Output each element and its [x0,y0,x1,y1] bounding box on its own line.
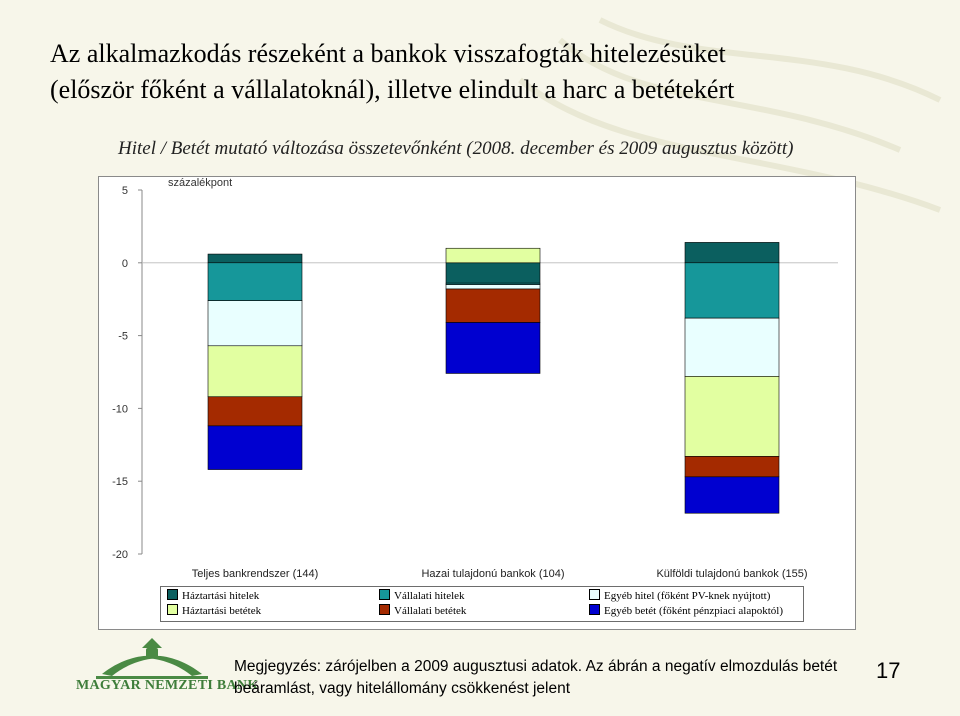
footnote-line-2: beáramlást, vagy hitelállomány csökkenés… [234,680,571,697]
bar-segment [445,322,541,374]
bar-segment [684,456,780,478]
y-tick-label: -20 [112,549,128,561]
legend-label: Háztartási betétek [182,605,262,617]
bar-segment [445,247,541,264]
legend-item: Egyéb hitel (főként PV-knek nyújtott) [589,589,770,603]
legend-swatch [167,604,178,615]
legend-item: Háztartási betétek [167,604,261,618]
bar-segment [684,317,780,377]
footnote: Megjegyzés: zárójelben a 2009 augusztusi… [234,656,874,700]
legend-item: Egyéb betét (főként pénzpiaci alapoktól) [589,604,783,618]
slide-title: Az alkalmazkodás részeként a bankok viss… [50,36,930,108]
bar-segment [684,476,780,514]
footnote-line-1: Megjegyzés: zárójelben a 2009 augusztusi… [234,658,838,675]
legend-swatch [379,604,390,615]
legend-label: Egyéb hitel (főként PV-knek nyújtott) [604,590,771,602]
legend-label: Vállalati betétek [394,605,467,617]
legend-swatch [589,604,600,615]
y-tick-label: 0 [122,258,128,270]
bar-segment [684,376,780,457]
bar-segment [207,396,303,427]
y-axis-label: százalékpont [168,177,232,189]
legend-swatch [589,589,600,600]
bar-segment [207,300,303,347]
category-label: Teljes bankrendszer (144) [192,568,319,580]
title-line-2: (először főként a vállalatoknál), illetv… [50,75,735,104]
bar-segment [445,262,541,284]
bank-logo-text: MAGYAR NEMZETI BANK [76,678,259,693]
bar-segment [684,242,780,264]
legend-label: Háztartási hitelek [182,590,260,602]
page-number: 17 [876,658,901,683]
bar-segment [207,262,303,301]
category-label: Külföldi tulajdonú bankok (155) [656,568,807,580]
title-line-1: Az alkalmazkodás részeként a bankok viss… [50,39,726,68]
bar-segment [445,284,541,290]
y-tick-label: -10 [112,403,128,415]
legend-item: Háztartási hitelek [167,589,259,603]
bank-logo-icon [96,638,208,679]
y-tick-label: 5 [122,185,128,197]
bar-segment [207,345,303,398]
legend-item: Vállalati hitelek [379,589,465,603]
bar-segment [207,425,303,470]
legend-label: Egyéb betét (főként pénzpiaci alapoktól) [604,605,783,617]
legend-swatch [167,589,178,600]
y-tick-label: -5 [118,331,128,343]
bar-segment [445,288,541,323]
stacked-bar-chart: 5 0 -5 -10 -15 -20 százalékpont Teljes bankrend… [112,177,838,580]
legend-item: Vállalati betétek [379,604,466,618]
category-label: Hazai tulajdonú bankok (104) [421,568,564,580]
chart-legend: Háztartási hitelek Vállalati hitelek Egyéb… [160,586,804,622]
chart-subtitle: Hitel / Betét mutató változása összetevő… [118,138,794,159]
y-tick-label: -15 [112,476,128,488]
legend-label: Vállalati hitelek [394,590,465,602]
legend-swatch [379,589,390,600]
bar-segment [684,262,780,319]
bar-segment [207,253,303,264]
